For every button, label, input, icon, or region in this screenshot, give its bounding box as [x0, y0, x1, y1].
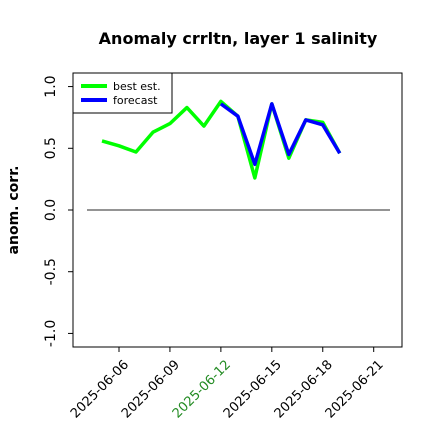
y-tick-label: -1.0 — [43, 320, 59, 347]
plot-frame — [72, 72, 403, 348]
series-line — [219, 102, 342, 167]
y-tick-label: -0.5 — [43, 258, 59, 285]
y-axis-label: anom. corr. — [6, 166, 22, 255]
legend-box — [72, 72, 173, 114]
y-tick-label: 0.5 — [43, 137, 59, 159]
chart-title: Anomaly crrltn, layer 1 salinity — [99, 29, 378, 48]
legend-label: forecast — [113, 94, 158, 107]
y-tick-label: 0.0 — [43, 199, 59, 221]
legend: best est.forecast — [72, 72, 173, 114]
y-tick-label: 1.0 — [43, 75, 59, 97]
legend-label: best est. — [113, 80, 161, 93]
